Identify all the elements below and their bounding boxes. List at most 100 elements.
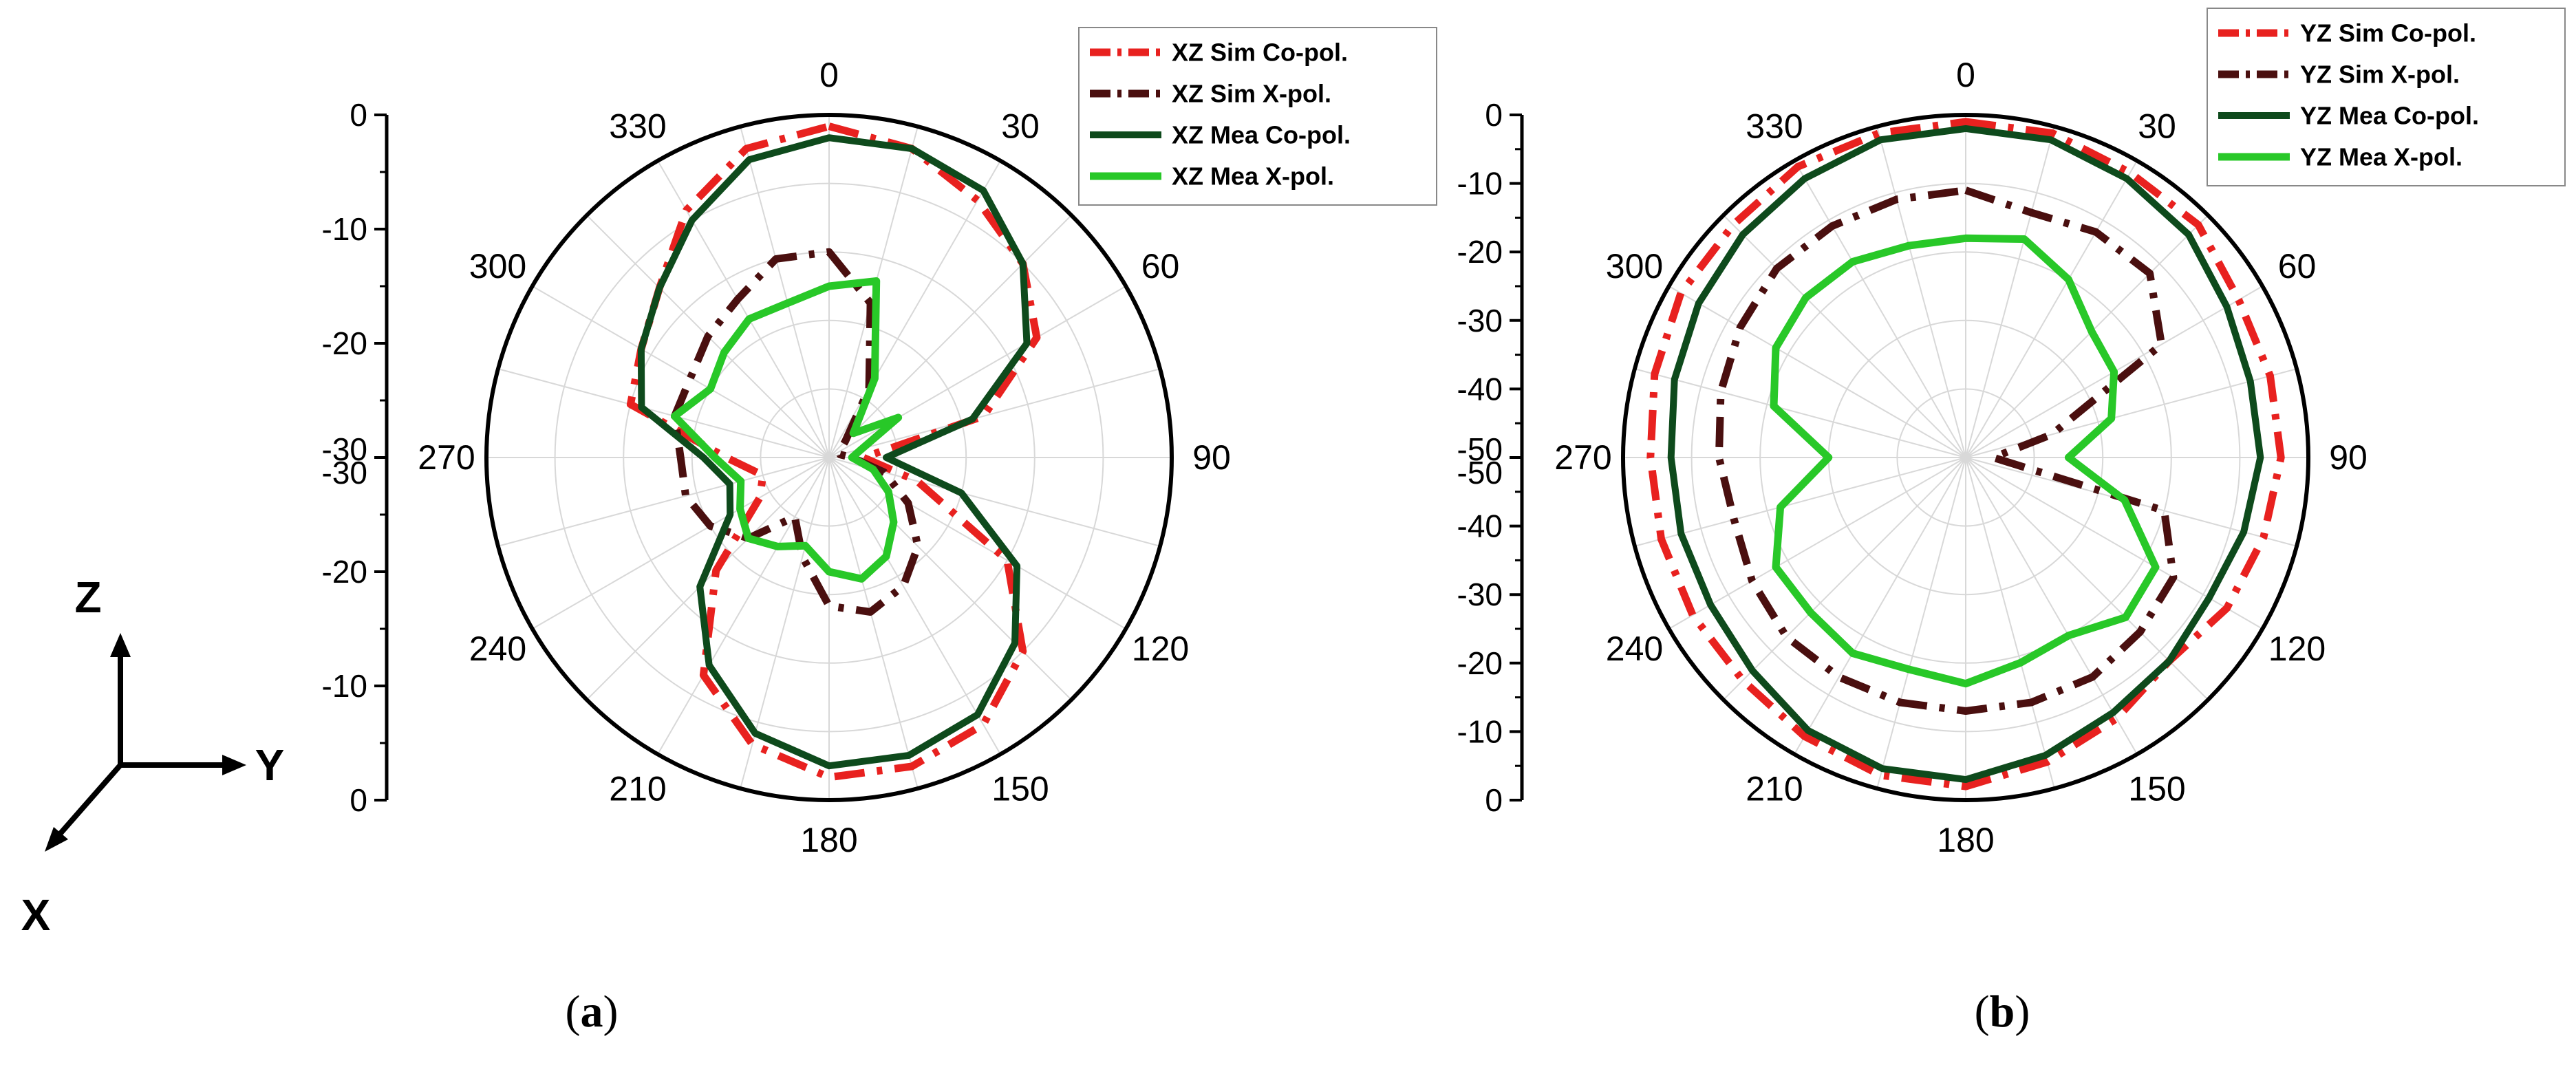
angle-tick-label: 30 <box>1001 107 1040 145</box>
angle-tick-label: 240 <box>469 630 526 668</box>
series-line-mea-co <box>1667 125 2264 784</box>
y-axis-label: Y <box>255 740 285 790</box>
radial-tick-label: -30 <box>322 455 367 491</box>
angle-tick-label: 120 <box>2268 630 2326 668</box>
grid-spoke <box>828 457 1001 755</box>
grid-spoke <box>1965 126 2055 458</box>
legend: XZ Sim Co-pol. XZ Sim X-pol. XZ Mea Co-pol… <box>1078 27 1437 206</box>
angle-tick-label: 330 <box>609 107 666 145</box>
polar-chart-a: 0 30 60 90 120 150 180 210 240 270 300 330 0 -10 -20 -3… <box>322 27 1437 1037</box>
grid-spoke <box>740 126 830 458</box>
legend-entry-label: XZ Mea Co-pol. <box>1172 121 1351 149</box>
angle-tick-label: 180 <box>800 821 857 859</box>
angle-tick-label: 300 <box>469 247 526 286</box>
series-line-sim-x <box>1715 186 2178 715</box>
radial-tick-label: -10 <box>1457 713 1503 749</box>
z-axis-label: Z <box>74 572 101 622</box>
panel-label: a <box>581 987 603 1037</box>
legend-entry-label: XZ Mea X-pol. <box>1172 162 1334 191</box>
legend-entry-label: YZ Mea X-pol. <box>2300 143 2462 171</box>
series-line-mea-x <box>671 277 903 583</box>
legend-entry-label: YZ Mea Co-pol. <box>2300 102 2479 130</box>
angle-tick-label: 90 <box>2329 438 2368 477</box>
grid-spoke <box>828 457 1072 700</box>
outer-circle <box>1621 113 2310 802</box>
grid-spoke <box>1965 457 2138 755</box>
angle-tick-label: 60 <box>1141 247 1180 286</box>
grid-spoke <box>1965 457 2055 789</box>
legend-entry-label: YZ Sim X-pol. <box>2300 61 2460 89</box>
angle-tick-label: 210 <box>1746 770 1803 808</box>
angle-tick-label: 90 <box>1192 438 1231 477</box>
series-line-sim-x <box>671 248 922 616</box>
radial-tick-label: 0 <box>1485 782 1503 818</box>
radial-tick-label: -20 <box>322 554 367 590</box>
grid-spoke <box>497 457 830 547</box>
radial-tick-label: -10 <box>322 668 367 704</box>
angle-tick-label: 270 <box>1554 438 1611 477</box>
angle-tick-label: 240 <box>1606 630 1663 668</box>
series-line-mea-co <box>637 134 1031 770</box>
grid-spoke <box>828 160 1001 458</box>
grid-spoke <box>828 215 1072 458</box>
angle-tick-label: 210 <box>609 770 666 808</box>
grid-spoke <box>1794 457 1966 755</box>
radial-tick-label: -30 <box>1457 577 1503 612</box>
grid-spoke <box>1965 215 2209 458</box>
angle-tick-label: 150 <box>2128 770 2185 808</box>
angle-tick-label: 0 <box>819 56 839 94</box>
polar-chart-b: 0 30 60 90 120 150 180 210 240 270 300 330 0 -10 -20 -3… <box>1457 8 2566 1037</box>
grid-spoke <box>1723 457 1966 700</box>
angle-tick-label: 300 <box>1606 247 1663 286</box>
radial-tick-label: -40 <box>1457 371 1503 407</box>
grid-spoke <box>532 286 830 458</box>
grid-spoke <box>1965 160 2138 458</box>
angle-tick-label: 180 <box>1937 821 1994 859</box>
radial-tick-label: -50 <box>1457 431 1503 467</box>
angle-tick-label: 150 <box>991 770 1049 808</box>
grid-spoke <box>1876 126 1966 458</box>
x-axis-label: X <box>21 890 51 940</box>
grid-spoke <box>1794 160 1966 458</box>
angle-tick-label: 0 <box>1956 56 1975 94</box>
radial-tick-label: -10 <box>322 211 367 247</box>
outer-circle <box>484 113 1174 802</box>
grid-spoke <box>1876 457 1966 789</box>
grid-spoke <box>828 457 1126 630</box>
angle-tick-label: 270 <box>418 438 475 477</box>
grid-spoke <box>532 457 830 630</box>
radial-tick-label: 0 <box>350 782 367 818</box>
grid-spoke <box>657 457 830 755</box>
panel-caption: (a) <box>566 987 619 1037</box>
grid-spoke <box>1965 457 2263 630</box>
legend-entry-label: XZ Sim X-pol. <box>1172 80 1331 108</box>
legend-entry-label: YZ Sim Co-pol. <box>2300 19 2476 47</box>
radial-tick-label: -30 <box>322 431 367 467</box>
grid-spoke <box>586 457 830 700</box>
radial-tick-label: -20 <box>322 325 367 361</box>
grid-spoke <box>1723 215 1966 458</box>
angle-tick-label: 30 <box>2138 107 2176 145</box>
grid-spoke <box>828 368 1161 458</box>
grid-spoke <box>1668 457 1966 630</box>
radial-tick-label: -30 <box>1457 303 1503 338</box>
angle-tick-label: 60 <box>2278 247 2317 286</box>
radial-tick-label: -20 <box>1457 234 1503 270</box>
grid-spoke <box>497 368 830 458</box>
legend-entry-label: XZ Sim Co-pol. <box>1172 39 1348 67</box>
series-line-mea-x <box>1770 234 2160 688</box>
angle-tick-label: 330 <box>1746 107 1803 145</box>
panel-label: b <box>1990 987 2015 1037</box>
radial-tick-label: -40 <box>1457 508 1503 544</box>
angle-tick-label: 120 <box>1132 630 1189 668</box>
grid-spoke <box>1668 286 1966 458</box>
radial-tick-label: -50 <box>1457 455 1503 491</box>
grid-spoke <box>1634 457 1966 547</box>
radial-tick-label: -10 <box>1457 166 1503 202</box>
radial-tick-label: 0 <box>350 97 367 133</box>
coordinate-axes-icon: Z Y X <box>21 572 285 940</box>
legend: YZ Sim Co-pol. YZ Sim X-pol. YZ Mea Co-pol… <box>2207 8 2566 186</box>
radial-tick-label: 0 <box>1485 97 1503 133</box>
grid-spoke <box>828 286 1126 458</box>
